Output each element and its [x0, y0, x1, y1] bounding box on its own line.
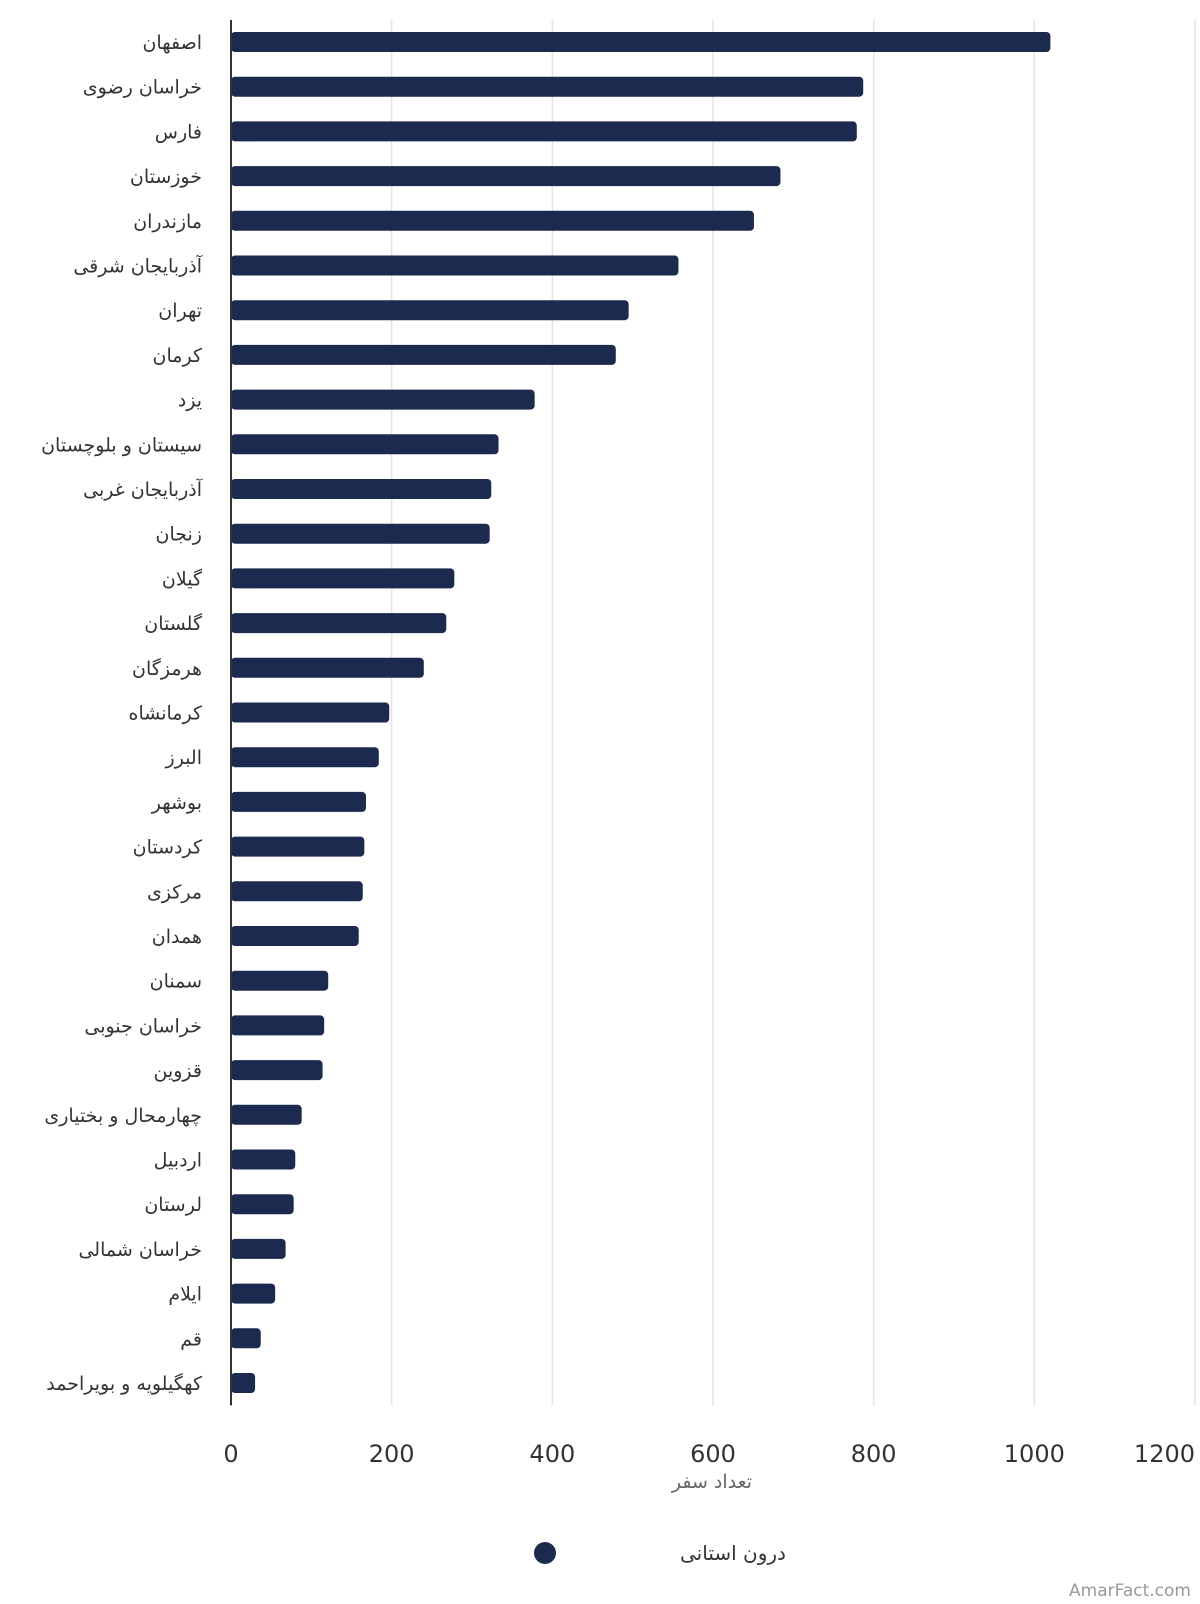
x-tick-label: 600: [690, 1440, 736, 1468]
bar[interactable]: [231, 613, 447, 634]
bar[interactable]: [231, 836, 365, 857]
bar[interactable]: [231, 881, 363, 902]
legend-label: درون استانی: [680, 1541, 786, 1565]
bar[interactable]: [231, 479, 492, 499]
bar[interactable]: [231, 1283, 276, 1304]
category-label: سیستان و بلوچستان: [41, 434, 202, 456]
category-label: اردبیل: [154, 1150, 202, 1172]
credit-text[interactable]: AmarFact.com: [1069, 1581, 1191, 1601]
bar[interactable]: [231, 344, 616, 365]
category-label: یزد: [178, 390, 202, 412]
bar[interactable]: [231, 121, 857, 142]
category-label: کرمانشاه: [129, 703, 203, 725]
tick-labels: 0 200 400 600 800 1000 1200: [223, 1440, 1195, 1468]
x-tick-label: 1000: [1004, 1440, 1065, 1468]
category-label: گیلان: [162, 567, 203, 590]
category-label: فارس: [155, 121, 202, 143]
x-tick-label: 400: [529, 1440, 575, 1468]
bar[interactable]: [231, 1015, 325, 1036]
bar[interactable]: [231, 1149, 296, 1170]
bar[interactable]: [231, 1328, 261, 1349]
category-label: همدان: [152, 926, 202, 948]
category-label: قزوین: [154, 1060, 203, 1082]
category-label: هرمزگان: [132, 657, 202, 680]
legend-marker-icon: [534, 1542, 556, 1564]
bar[interactable]: [231, 166, 781, 187]
category-label: تهران: [158, 300, 202, 322]
category-label: کردستان: [133, 837, 203, 859]
legend[interactable]: درون استانی: [534, 1541, 786, 1565]
category-label: مرکزی: [147, 881, 202, 903]
x-tick-label: 200: [369, 1440, 415, 1468]
category-label: کرمان: [153, 345, 203, 367]
category-label: خراسان جنوبی: [84, 1015, 202, 1037]
x-axis-title: تعداد سفر: [671, 1471, 752, 1493]
category-label: آذربایجان غربی: [83, 477, 203, 501]
category-label: لرستان: [144, 1194, 202, 1216]
bar[interactable]: [231, 434, 499, 455]
x-tick-label: 800: [851, 1440, 897, 1468]
bar[interactable]: [231, 1373, 256, 1393]
bar[interactable]: [231, 255, 679, 276]
category-label: کهگیلویه و بویراحمد: [46, 1372, 203, 1395]
bar[interactable]: [231, 389, 535, 410]
category-label: مازندران: [133, 211, 202, 233]
x-tick-label: 1200: [1134, 1440, 1195, 1468]
category-label: خراسان شمالی: [78, 1239, 202, 1261]
category-label: آذربایجان شرقی: [73, 254, 202, 278]
bar[interactable]: [231, 76, 864, 97]
grid-lines: [390, 20, 1196, 1406]
bar[interactable]: [231, 657, 424, 678]
bar[interactable]: [231, 32, 1051, 52]
x-tick-label: 0: [223, 1440, 238, 1468]
bar[interactable]: [231, 702, 390, 723]
category-label: چهارمحال و بختیاری: [44, 1105, 202, 1127]
bar[interactable]: [231, 1060, 323, 1081]
category-label: قم: [180, 1328, 202, 1350]
category-label: البرز: [165, 747, 202, 769]
bar[interactable]: [231, 210, 754, 231]
category-label: خراسان رضوی: [83, 77, 202, 99]
category-label: ایلام: [168, 1284, 202, 1306]
bar[interactable]: [231, 1194, 294, 1215]
category-label: گلستان: [144, 612, 203, 635]
bar[interactable]: [231, 747, 379, 768]
bar[interactable]: [231, 568, 455, 589]
category-label: بوشهر: [151, 792, 202, 814]
category-label: سمنان: [150, 971, 202, 993]
bar[interactable]: [231, 926, 359, 946]
bars: [231, 32, 1051, 1393]
bar[interactable]: [231, 791, 366, 812]
bar[interactable]: [231, 1104, 302, 1125]
bar[interactable]: [231, 300, 629, 321]
category-label: اصفهان: [142, 32, 202, 54]
category-label: زنجان: [156, 524, 202, 546]
bar[interactable]: [231, 1238, 286, 1259]
bar[interactable]: [231, 970, 329, 991]
bar[interactable]: [231, 523, 490, 544]
category-labels: اصفهان خراسان رضوی فارس خوزستان مازندران آذرب…: [41, 32, 203, 1395]
category-label: خوزستان: [130, 166, 202, 188]
